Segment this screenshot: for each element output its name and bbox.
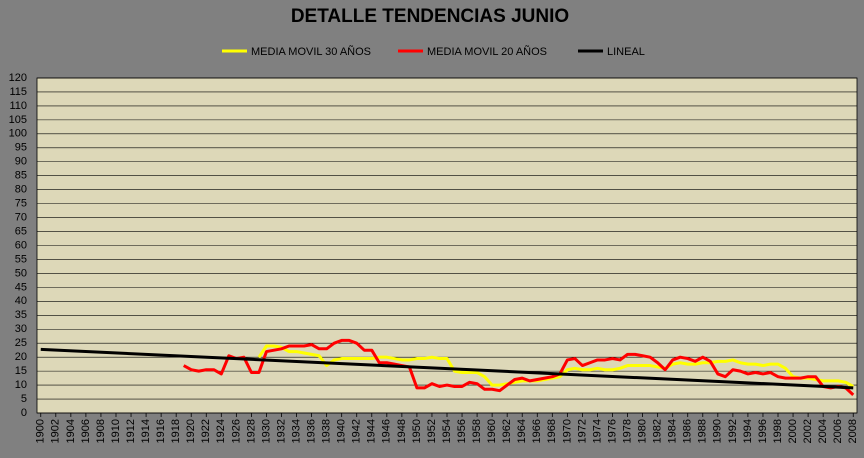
x-tick-label: 1946	[381, 419, 393, 443]
x-tick-label: 1924	[215, 419, 227, 443]
x-tick-label: 1998	[772, 419, 784, 443]
x-tick-label: 1974	[591, 419, 603, 443]
x-tick-label: 1954	[441, 419, 453, 443]
y-tick-label: 60	[15, 239, 27, 251]
y-tick-label: 55	[15, 253, 27, 265]
y-tick-label: 110	[9, 100, 27, 112]
y-tick-label: 40	[15, 295, 27, 307]
series-line	[182, 338, 855, 396]
x-tick-label: 1910	[110, 419, 122, 443]
series-line	[40, 347, 854, 390]
y-tick-label: 25	[15, 337, 27, 349]
x-tick-label: 1944	[366, 419, 378, 443]
x-tick-label: 1928	[245, 419, 257, 443]
x-tick-label: 1900	[35, 419, 47, 443]
x-tick-label: 1926	[230, 419, 242, 443]
y-tick-label: 70	[15, 211, 27, 223]
y-tick-label: 115	[9, 86, 27, 98]
x-tick-label: 1994	[742, 419, 754, 443]
y-tick-label: 85	[15, 170, 27, 182]
y-tick-label: 30	[15, 323, 27, 335]
y-tick-label: 105	[9, 114, 27, 126]
y-tick-label: 15	[15, 365, 27, 377]
y-tick-label: 0	[21, 407, 27, 419]
x-tick-label: 1922	[200, 419, 212, 443]
legend-label: MEDIA MOVIL 30 AÑOS	[251, 45, 371, 58]
legend: MEDIA MOVIL 30 AÑOS MEDIA MOVIL 20 AÑOS LI…	[222, 45, 645, 58]
y-tick-label: 90	[15, 156, 27, 168]
x-tick-label: 1904	[65, 419, 77, 443]
x-tick-label: 1958	[471, 419, 483, 443]
x-tick-label: 1956	[456, 419, 468, 443]
y-tick-label: 75	[15, 198, 27, 210]
x-tick-label: 1960	[486, 419, 498, 443]
x-tick-label: 1976	[606, 419, 618, 443]
y-tick-label: 120	[9, 72, 27, 84]
x-tick-label: 1942	[351, 419, 363, 443]
x-tick-label: 1984	[667, 419, 679, 443]
x-tick-label: 1962	[501, 419, 513, 443]
x-tick-label: 1950	[411, 419, 423, 443]
x-tick-label: 1990	[712, 419, 724, 443]
x-tick-label: 1948	[396, 419, 408, 443]
x-tick-label: 2002	[802, 419, 814, 443]
x-tick-label: 1936	[305, 419, 317, 443]
x-tick-label: 2006	[832, 419, 844, 443]
x-tick-label: 1978	[621, 419, 633, 443]
y-tick-label: 20	[15, 351, 27, 363]
x-tick-label: 1988	[697, 419, 709, 443]
x-tick-label: 1968	[546, 419, 558, 443]
y-tick-label: 100	[9, 128, 27, 140]
x-tick-label: 1982	[652, 419, 664, 443]
x-tick-label: 1932	[275, 419, 287, 443]
y-tick-label: 35	[15, 309, 27, 321]
x-tick-label: 1938	[321, 419, 333, 443]
x-tick-label: 1930	[260, 419, 272, 443]
x-tick-label: 1916	[155, 419, 167, 443]
x-tick-label: 2004	[817, 419, 829, 443]
x-tick-label: 1902	[50, 419, 62, 443]
x-tick-label: 1920	[185, 419, 197, 443]
x-tick-label: 1914	[140, 419, 152, 443]
y-tick-label: 50	[15, 267, 27, 279]
chart-title: DETALLE TENDENCIAS JUNIO	[291, 6, 569, 27]
x-tick-label: 1996	[757, 419, 769, 443]
x-tick-label: 1964	[516, 419, 528, 443]
y-tick-label: 80	[15, 184, 27, 196]
x-tick-label: 1952	[426, 419, 438, 443]
x-tick-label: 1972	[576, 419, 588, 443]
y-tick-label: 10	[15, 379, 27, 391]
x-tick-label: 1934	[290, 419, 302, 443]
x-tick-label: 1906	[80, 419, 92, 443]
y-tick-label: 5	[21, 393, 27, 405]
y-tick-label: 65	[15, 225, 27, 237]
x-tick-label: 1986	[682, 419, 694, 443]
x-tick-label: 1970	[561, 419, 573, 443]
x-tick-label: 1908	[95, 419, 107, 443]
legend-label: LINEAL	[607, 46, 645, 58]
y-tick-label: 95	[15, 142, 27, 154]
x-tick-label: 1940	[336, 419, 348, 443]
legend-label: MEDIA MOVIL 20 AÑOS	[427, 45, 547, 58]
x-tick-label: 1992	[727, 419, 739, 443]
y-tick-label: 45	[15, 281, 27, 293]
series-line	[257, 344, 854, 388]
x-tick-label: 1980	[637, 419, 649, 443]
x-tick-label: 1918	[170, 419, 182, 443]
x-tick-label: 2008	[847, 419, 859, 443]
x-tick-label: 2000	[787, 419, 799, 443]
x-tick-label: 1966	[531, 419, 543, 443]
x-tick-label: 1912	[125, 419, 137, 443]
